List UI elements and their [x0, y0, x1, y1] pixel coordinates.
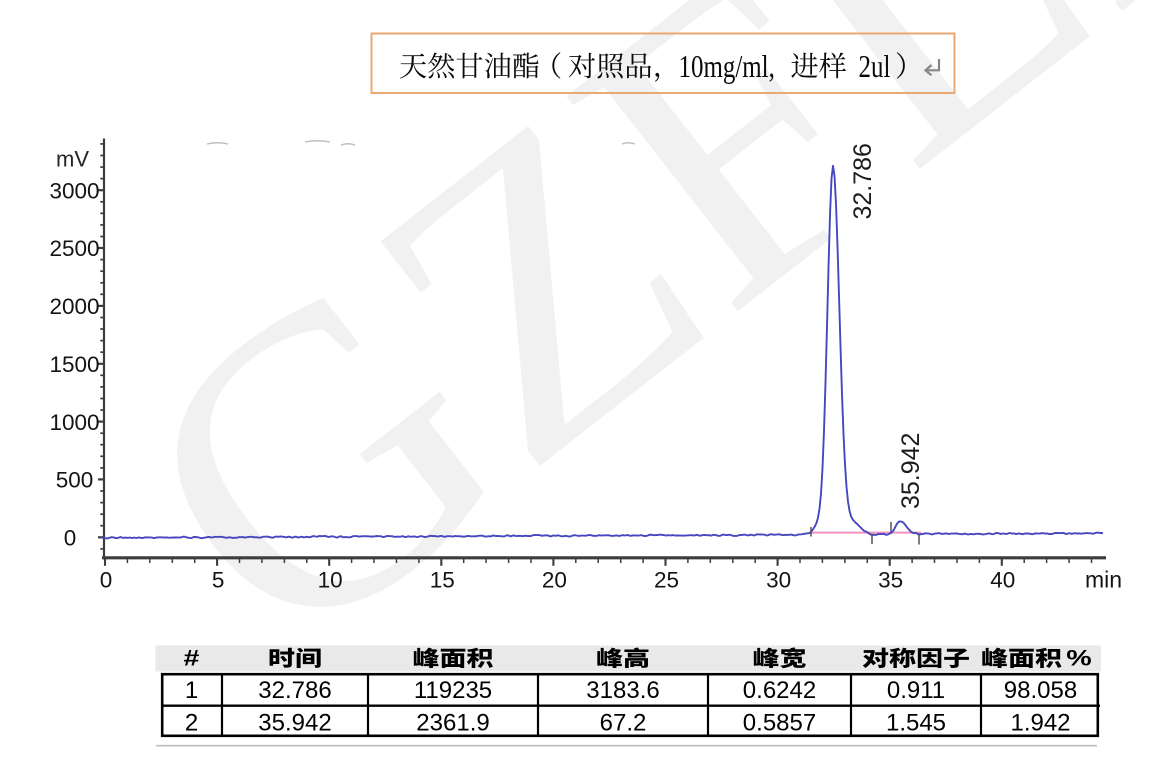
svg-text:2361.9: 2361.9: [416, 709, 489, 736]
svg-text:5: 5: [212, 567, 225, 592]
svg-text:35.942: 35.942: [897, 433, 925, 509]
svg-text:40: 40: [990, 567, 1015, 592]
svg-text:mV: mV: [56, 147, 89, 172]
svg-text:3000: 3000: [49, 178, 99, 203]
svg-text:25: 25: [654, 567, 679, 592]
svg-text:2: 2: [185, 709, 198, 736]
svg-text:2ul: 2ul: [859, 49, 891, 85]
svg-text:0.911: 0.911: [887, 677, 945, 704]
svg-text:15: 15: [430, 567, 455, 592]
svg-text:2500: 2500: [49, 236, 99, 261]
svg-text:min: min: [1085, 566, 1122, 592]
svg-text:1.545: 1.545: [886, 709, 946, 736]
svg-text:32.786: 32.786: [258, 677, 331, 704]
svg-text:1500: 1500: [49, 352, 99, 377]
svg-text:2000: 2000: [49, 294, 99, 319]
svg-text:0.6242: 0.6242: [743, 677, 816, 704]
svg-text:67.2: 67.2: [600, 709, 647, 736]
svg-text:32.786: 32.786: [849, 143, 877, 219]
svg-text:#: #: [184, 647, 200, 671]
svg-text:30: 30: [766, 567, 791, 592]
svg-text:1: 1: [185, 677, 198, 704]
svg-text:20: 20: [542, 567, 567, 592]
svg-text:119235: 119235: [414, 677, 492, 704]
svg-text:0.5857: 0.5857: [743, 709, 816, 736]
svg-text:%: %: [1066, 647, 1091, 671]
svg-text:1000: 1000: [49, 410, 99, 435]
svg-text:98.058: 98.058: [1004, 677, 1077, 704]
svg-text:10: 10: [318, 567, 343, 592]
svg-text:0: 0: [64, 526, 77, 551]
svg-text:10mg/ml,: 10mg/ml,: [679, 49, 775, 85]
svg-text:35.942: 35.942: [258, 709, 331, 736]
svg-text:500: 500: [56, 468, 94, 493]
svg-text:3183.6: 3183.6: [586, 677, 659, 704]
svg-text:0: 0: [100, 567, 113, 592]
svg-text:35: 35: [878, 567, 903, 592]
svg-text:1.942: 1.942: [1010, 709, 1070, 736]
